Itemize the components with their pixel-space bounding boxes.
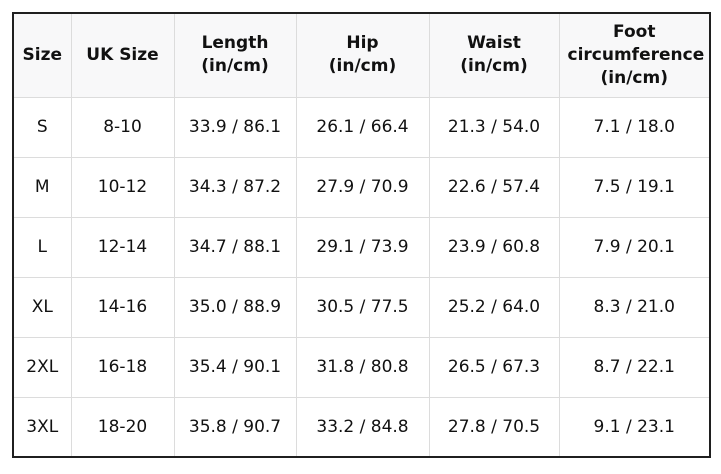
table-cell: 7.1 / 18.0 [558,96,711,158]
table-cell: 14-16 [70,276,175,338]
table-row-2xl: 2XL 16-18 35.4 / 90.1 31.8 / 80.8 26.5 / 67.… [12,336,711,398]
table-cell: 8-10 [70,96,175,158]
table-cell: M [12,156,72,218]
table-row-xl: XL 14-16 35.0 / 88.9 30.5 / 77.5 25.2 / 64.0… [12,276,711,338]
table-cell: 26.5 / 67.3 [428,336,560,398]
table-row-s: S 8-10 33.9 / 86.1 26.1 / 66.4 21.3 / 54.0 7.… [12,96,711,158]
table-cell: 16-18 [70,336,175,398]
table-row-3xl: 3XL 18-20 35.8 / 90.7 33.2 / 84.8 27.8 / 70.… [12,396,711,458]
table-cell: 2XL [12,336,72,398]
header-row: Size UK Size Length (in/cm) Hip (in/cm) … [12,12,711,98]
table-cell: 9.1 / 23.1 [558,396,711,458]
col-header-size: Size [12,12,72,98]
col-header-uk-size: UK Size [70,12,175,98]
table-cell: 25.2 / 64.0 [428,276,560,338]
table-cell: 8.3 / 21.0 [558,276,711,338]
col-header-waist: Waist (in/cm) [428,12,560,98]
table-cell: 26.1 / 66.4 [295,96,430,158]
table-cell: 7.9 / 20.1 [558,216,711,278]
table-cell: 18-20 [70,396,175,458]
col-header-length: Length (in/cm) [173,12,297,98]
col-header-hip: Hip (in/cm) [295,12,430,98]
table-cell: 12-14 [70,216,175,278]
table-cell: 7.5 / 19.1 [558,156,711,218]
table-cell: S [12,96,72,158]
size-chart-body: S 8-10 33.9 / 86.1 26.1 / 66.4 21.3 / 54.0 7.… [12,96,711,458]
col-header-foot-circumference: Foot circumference (in/cm) [558,12,711,98]
table-cell: 10-12 [70,156,175,218]
table-cell: 31.8 / 80.8 [295,336,430,398]
table-cell: L [12,216,72,278]
table-cell: 22.6 / 57.4 [428,156,560,218]
table-cell: 3XL [12,396,72,458]
table-cell: 35.8 / 90.7 [173,396,297,458]
size-chart-table: Size UK Size Length (in/cm) Hip (in/cm) … [12,12,711,458]
table-row-l: L 12-14 34.7 / 88.1 29.1 / 73.9 23.9 / 60.8 7… [12,216,711,278]
table-cell: 33.9 / 86.1 [173,96,297,158]
table-cell: 29.1 / 73.9 [295,216,430,278]
table-cell: 35.0 / 88.9 [173,276,297,338]
table-cell: 23.9 / 60.8 [428,216,560,278]
table-cell: 27.9 / 70.9 [295,156,430,218]
table-cell: 34.3 / 87.2 [173,156,297,218]
table-row-m: M 10-12 34.3 / 87.2 27.9 / 70.9 22.6 / 57.4 7… [12,156,711,218]
table-cell: 35.4 / 90.1 [173,336,297,398]
table-cell: 30.5 / 77.5 [295,276,430,338]
table-cell: 33.2 / 84.8 [295,396,430,458]
table-cell: 21.3 / 54.0 [428,96,560,158]
table-cell: 34.7 / 88.1 [173,216,297,278]
size-chart-container: Size UK Size Length (in/cm) Hip (in/cm) … [12,12,711,458]
table-cell: 8.7 / 22.1 [558,336,711,398]
table-cell: 27.8 / 70.5 [428,396,560,458]
table-cell: XL [12,276,72,338]
